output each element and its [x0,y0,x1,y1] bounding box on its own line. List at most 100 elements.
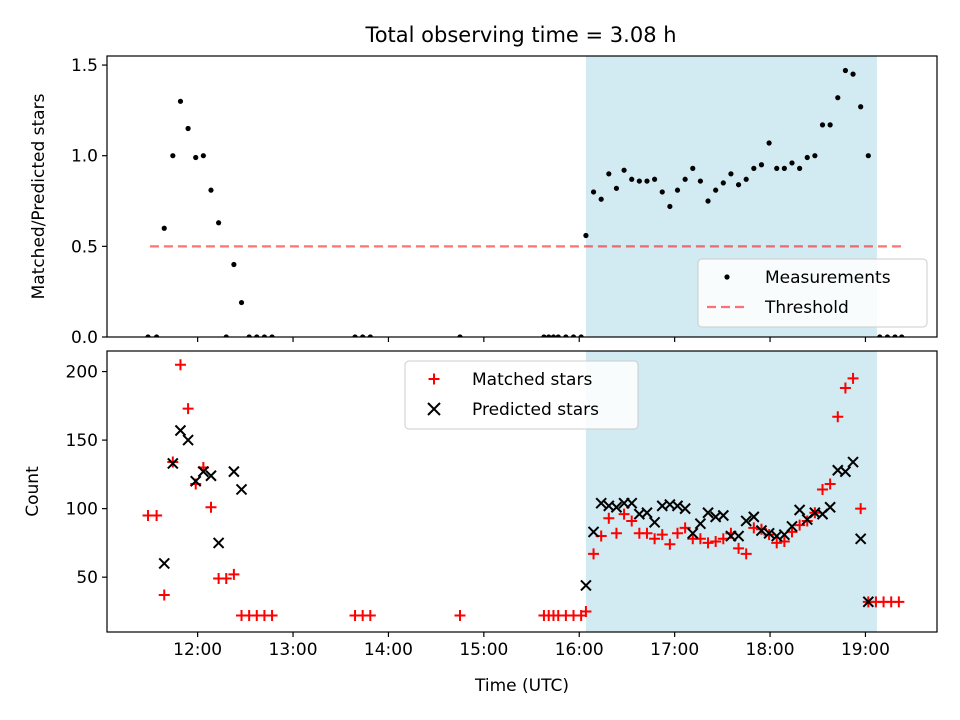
predicted-point [158,557,170,570]
predicted-point [587,526,600,538]
measurement-point [652,176,658,182]
x-tick-label: 16:00 [555,640,604,660]
measurement-point [154,334,160,337]
measurement-point [606,171,612,177]
measurement-point [667,203,673,210]
panel-top: 0.0 0.5 1.0 1.5 Matched/Predicted stars Measu… [29,55,938,348]
measurement-point [193,154,199,161]
measurement-point [578,334,584,337]
measurement-point [563,334,569,337]
measurement-point [789,160,795,166]
matched-point [182,403,194,415]
matched-point [220,573,232,585]
predicted-point [205,470,217,482]
x-tick-label: 15:00 [459,640,508,660]
measurement-point [367,334,373,337]
predicted-point [190,475,202,487]
predicted-point [212,537,225,549]
measurement-point [819,122,826,128]
predicted-point [763,527,775,540]
predicted-point [702,507,714,519]
matched-point [855,503,867,515]
chart-title: Total observing time = 3.08 h [364,23,676,47]
legend-marker-measurements [724,274,730,280]
measurement-point [892,334,898,337]
predicted-point [595,497,607,509]
matched-point [694,533,706,545]
measurement-point [899,334,905,337]
predicted-point [732,530,745,542]
predicted-point [197,465,210,478]
predicted-point [755,524,768,537]
legend: Matched stars Predicted stars [404,360,639,430]
measurement-point [590,189,597,195]
predicted-point [610,501,623,513]
panel-bottom: 12:00 13:00 14:00 15:00 16:00 17:00 18:00 19:00… [23,350,938,696]
matched-point [626,515,638,527]
legend-box [404,360,639,430]
measurement-point [621,167,627,173]
measurement-point [877,334,883,337]
y-tick-label: 0.0 [71,328,98,348]
measurement-point [827,122,833,128]
matched-point [588,548,600,560]
measurement-point [842,67,849,74]
legend: Measurements Threshold [697,258,928,328]
legend-label-measurements: Measurements [765,268,891,288]
measurement-point [570,334,577,337]
predicted-point [580,579,592,592]
predicted-point [748,511,760,523]
predicted-point [626,497,638,509]
x-axis-label: Time (UTC) [474,676,569,696]
matched-point [266,610,278,622]
measurement-point [850,71,856,77]
predicted-point [793,504,806,516]
predicted-point [687,527,699,540]
measurement-point [858,104,864,110]
matched-point [733,542,745,554]
y-axis-label: Count [23,466,43,517]
measurement-point [636,178,642,184]
measurement-point [177,98,184,104]
measurement-point [208,187,214,193]
x-tick-label: 18:00 [746,640,795,660]
measurement-point [690,165,696,171]
matched-point [771,537,783,549]
matched-point [174,359,186,371]
matched-point [672,527,684,539]
matched-point [618,508,630,520]
predicted-point [740,515,752,527]
matched-point [893,596,905,608]
matched-point [649,533,661,545]
plot-area [145,67,905,337]
measurement-point [766,140,772,146]
matched-point [364,610,376,622]
legend-label-predicted: Predicted stars [472,400,599,420]
measurement-point [812,153,818,159]
predicted-point [174,424,187,437]
measurement-point [555,334,561,337]
predicted-point [862,596,875,608]
measurement-point [352,334,358,337]
measurement-point [682,176,688,182]
matched-point [832,411,844,423]
matched-point [610,527,622,539]
matched-point [740,548,752,560]
x-tick-label: 19:00 [841,640,890,660]
predicted-point [641,507,653,519]
measurement-point [261,334,268,337]
predicted-point [671,500,684,512]
predicted-point [854,533,867,545]
measurement-point [735,182,742,188]
measurement-point [161,225,167,231]
predicted-point [235,483,248,496]
matched-point [603,512,615,524]
plot-area [142,359,905,622]
measurement-point [223,334,229,337]
matched-point [151,509,163,521]
measurement-point [546,334,552,337]
series-predicted-stars [158,424,875,608]
matched-point [794,519,806,531]
measurement-point [550,334,557,337]
legend-box [697,258,928,328]
